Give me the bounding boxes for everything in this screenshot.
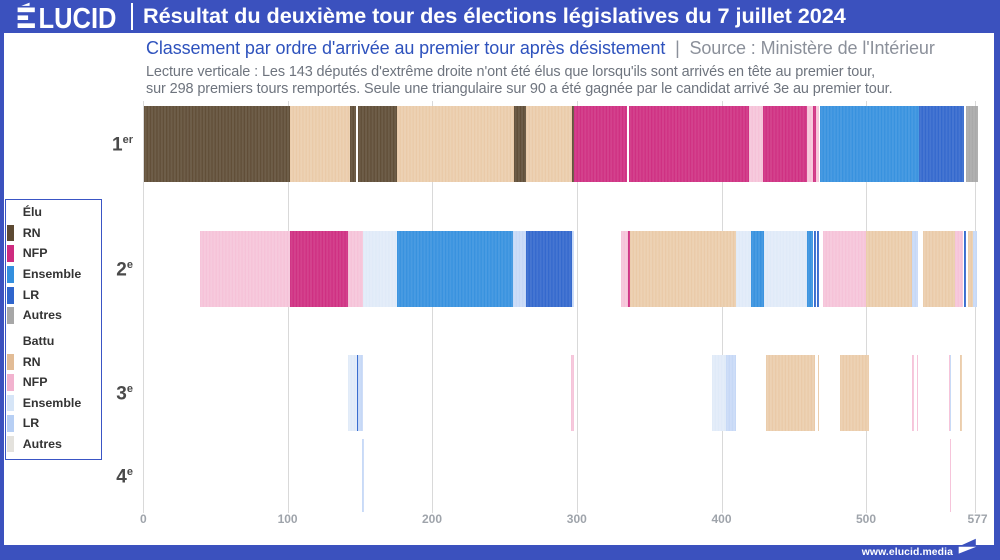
- svg-text:LUCID: LUCID: [39, 3, 117, 33]
